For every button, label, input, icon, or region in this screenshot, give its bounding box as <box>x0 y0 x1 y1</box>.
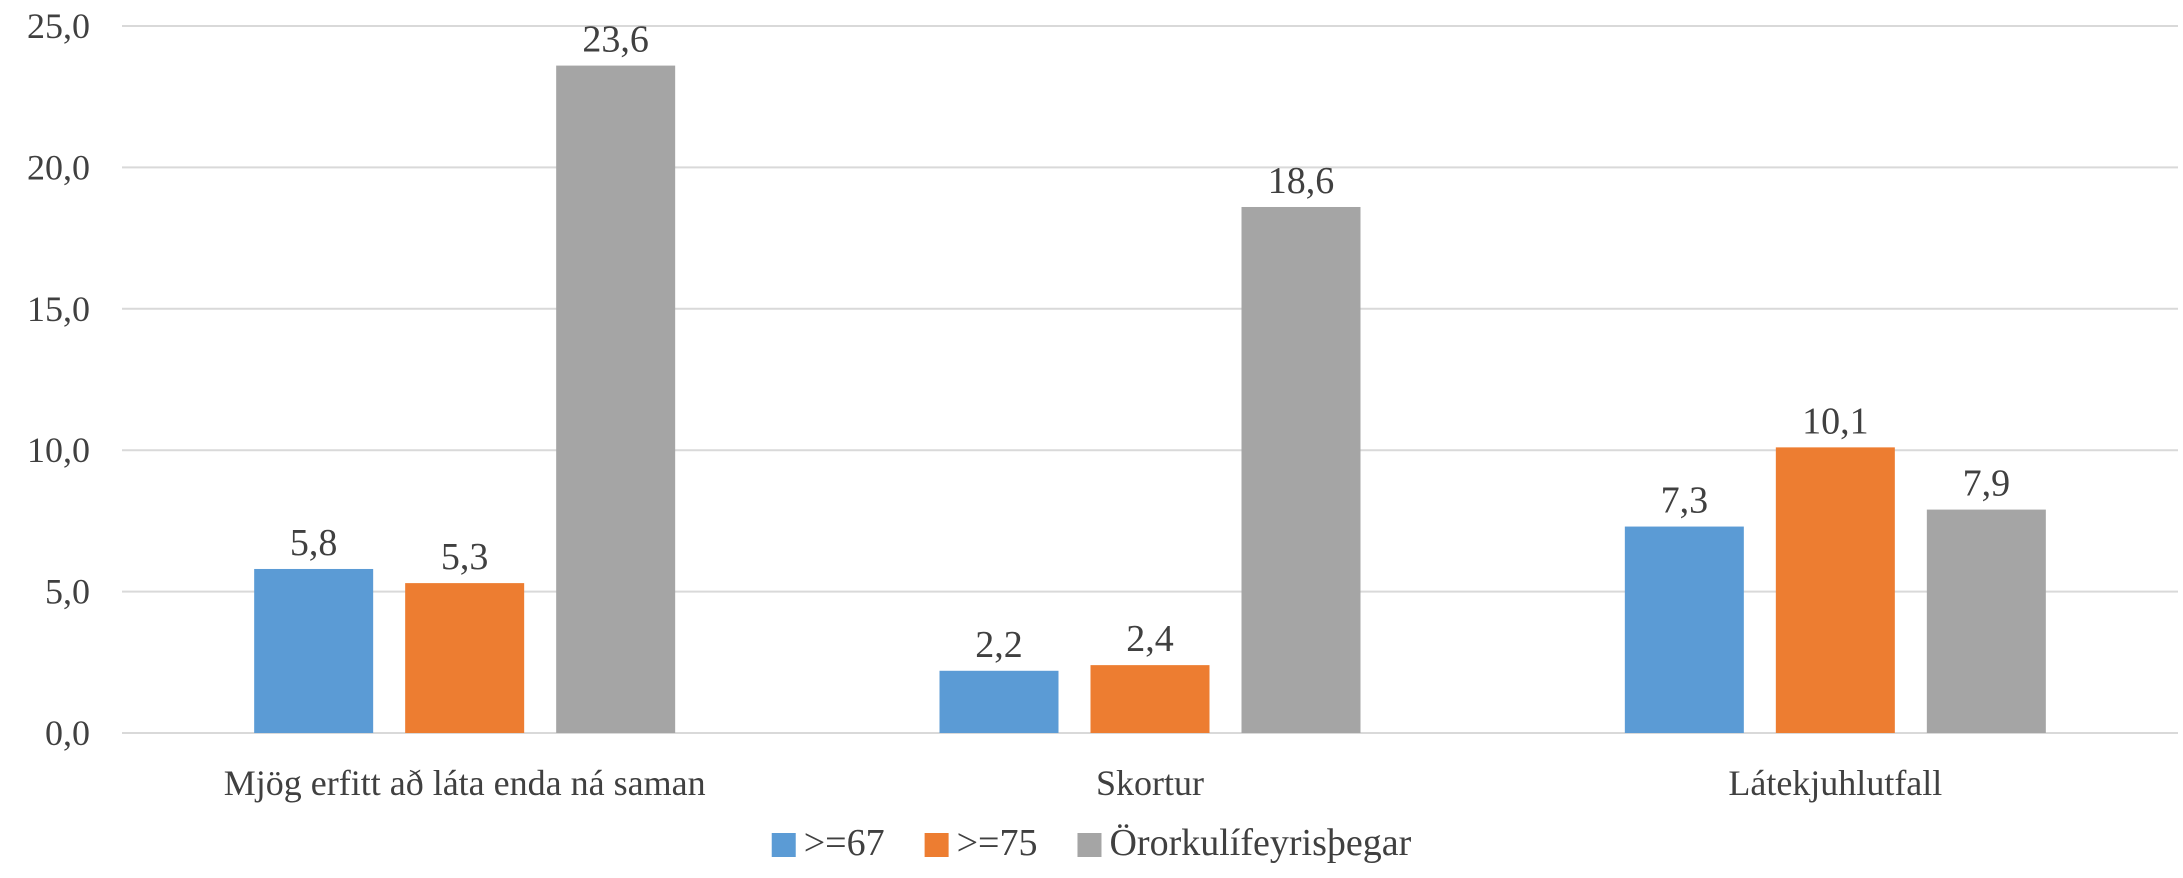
legend-item: >=75 <box>924 822 1038 864</box>
legend-item: Örorkulífeyrisþegar <box>1077 822 1412 864</box>
legend: >=67 >=75 Örorkulífeyrisþegar <box>771 822 1412 864</box>
y-tick-label: 10,0 <box>27 430 90 470</box>
data-label: 5,8 <box>290 522 338 564</box>
x-category-label: Látekjuhlutfall <box>1728 763 1942 803</box>
data-label: 2,4 <box>1126 618 1174 660</box>
data-label: 7,9 <box>1963 463 2011 505</box>
y-tick-label: 5,0 <box>45 572 90 612</box>
legend-label: >=75 <box>957 822 1038 864</box>
x-category-label: Mjög erfitt að láta enda ná saman <box>224 763 706 803</box>
data-label: 5,3 <box>441 536 489 578</box>
y-tick-label: 0,0 <box>45 713 90 753</box>
legend-item: >=67 <box>771 822 885 864</box>
data-label: 23,6 <box>582 19 649 61</box>
data-label: 7,3 <box>1661 480 1709 522</box>
legend-swatch <box>924 833 949 857</box>
legend-label: >=67 <box>804 822 885 864</box>
data-label: 10,1 <box>1802 400 1869 442</box>
data-labels: 5,8 5,3 23,6 2,2 2,4 18,6 7,3 10,1 7,9 <box>290 19 2010 666</box>
bar <box>939 670 1059 733</box>
legend-swatch <box>1077 833 1102 857</box>
bar <box>405 583 525 733</box>
data-label: 18,6 <box>1268 160 1335 202</box>
y-axis-ticks: 0,0 5,0 10,0 15,0 20,0 25,0 <box>27 6 90 753</box>
y-tick-label: 25,0 <box>27 6 90 46</box>
x-category-label: Skortur <box>1096 763 1204 803</box>
legend-swatch <box>771 833 796 857</box>
x-axis-categories: Mjög erfitt að láta enda ná saman Skortur… <box>224 763 1943 803</box>
bar <box>1090 665 1210 733</box>
data-label: 2,2 <box>975 624 1023 666</box>
bars <box>254 65 2046 734</box>
bar <box>1624 526 1744 733</box>
bar <box>1926 509 2046 733</box>
bar <box>254 568 374 733</box>
legend-label: Örorkulífeyrisþegar <box>1109 822 1411 864</box>
bar <box>556 65 676 734</box>
bar <box>1775 447 1895 733</box>
y-tick-label: 15,0 <box>27 289 90 329</box>
y-tick-label: 20,0 <box>27 147 90 187</box>
bar <box>1241 206 1361 733</box>
